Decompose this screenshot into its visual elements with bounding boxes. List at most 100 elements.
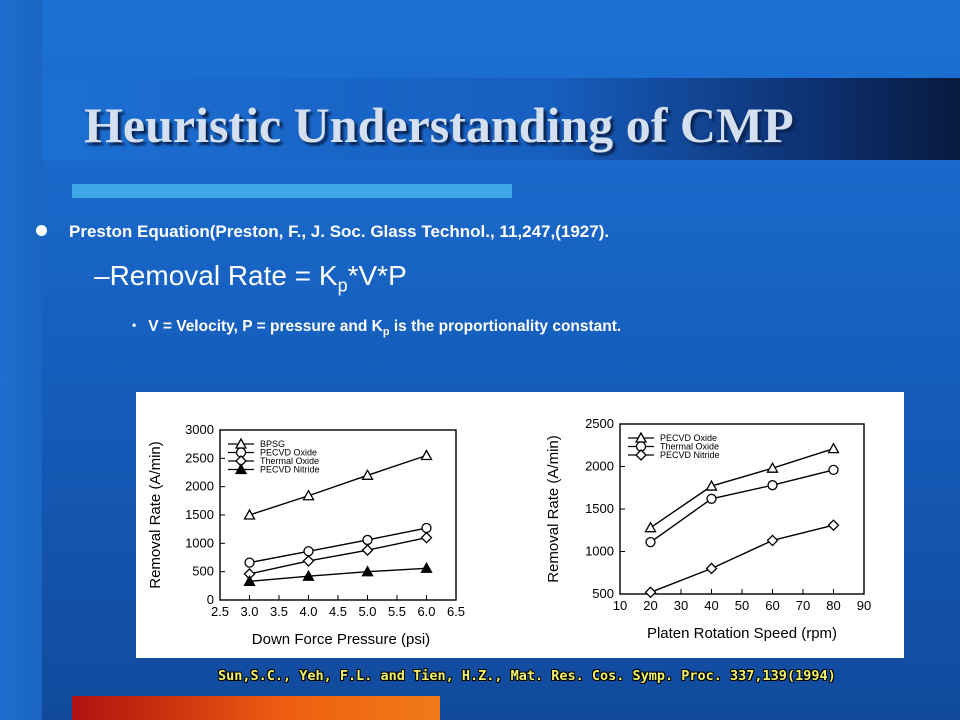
y-axis-label: Removal Rate (A/min): [545, 435, 562, 583]
data-point: [766, 534, 779, 547]
x-tick-label: 5.0: [358, 604, 376, 619]
x-tick-label: 90: [857, 598, 871, 613]
bullet-removal-rate: –Removal Rate = Kp*V*P: [94, 260, 407, 297]
legend-label: BPSG: [260, 439, 285, 449]
data-point: [243, 574, 256, 586]
data-point: [361, 544, 374, 557]
data-point: [420, 449, 433, 461]
y-tick-label: 2000: [185, 479, 214, 494]
data-point: [362, 534, 373, 546]
data-point: [302, 554, 315, 567]
bullet2-prefix: –Removal Rate = K: [94, 260, 338, 291]
series-1: BPSG: [228, 437, 433, 520]
title-bar: [42, 78, 960, 160]
series-line: [650, 469, 834, 543]
data-point: [420, 561, 433, 573]
data-point: [766, 461, 779, 473]
series-1: PECVD Oxide: [628, 431, 840, 533]
x-tick-label: 4.5: [329, 604, 347, 619]
bullet3-prefix: V = Velocity, P = pressure and K: [148, 318, 383, 335]
small-bullet-dot: •: [132, 318, 137, 332]
data-point: [302, 569, 315, 581]
x-tick-label: 30: [674, 598, 688, 613]
slide-title: Heuristic Understanding of CMP: [84, 97, 794, 153]
legend-label: PECVD Oxide: [660, 433, 717, 443]
series-line: [650, 524, 834, 593]
data-point: [361, 565, 374, 577]
bullet3-suffix: is the proportionality constant.: [389, 318, 622, 335]
legend-label: PECVD Nitride: [260, 465, 320, 475]
bullet-definitions: • V = Velocity, P = pressure and Kp is th…: [132, 318, 621, 338]
x-tick-label: 3.0: [240, 604, 258, 619]
x-tick-label: 20: [643, 598, 657, 613]
data-point: [705, 479, 718, 491]
y-tick-label: 3000: [185, 422, 214, 437]
bullet3-sub: p: [382, 326, 390, 339]
series-2: PECVD Oxide: [228, 447, 432, 568]
series-3: Thermal Oxide: [228, 455, 433, 580]
x-tick-label: 40: [704, 598, 718, 613]
x-tick-label: 50: [735, 598, 749, 613]
data-point: [827, 442, 840, 454]
data-point: [420, 531, 433, 544]
bullet2-sub: p: [337, 275, 348, 296]
y-tick-label: 1000: [185, 535, 214, 550]
data-point: [706, 493, 717, 504]
data-point: [244, 557, 255, 568]
y-tick-label: 1500: [185, 507, 214, 522]
data-point: [828, 464, 839, 476]
legend-label: Thermal Oxide: [660, 442, 719, 452]
series-line: [650, 447, 834, 529]
y-tick-label: 1500: [585, 501, 614, 516]
y-axis-label: Removal Rate (A/min): [147, 441, 164, 589]
data-point: [303, 546, 314, 557]
legend-marker: [234, 463, 248, 475]
chart-panel: 0 500 1000 1500 2000 2500 3000 2.5 3.0 3.5 4.0 4.5 5…: [136, 392, 904, 658]
x-tick-label: 3.5: [270, 604, 288, 619]
x-axis-label: Platen Rotation Speed (rpm): [647, 625, 837, 642]
series-line: [249, 527, 427, 564]
x-tick-label: 80: [826, 598, 840, 613]
series-line: [249, 536, 427, 575]
x-tick-label: 2.5: [211, 604, 229, 619]
y-tick-label: 2000: [585, 459, 614, 474]
data-point: [421, 522, 432, 534]
data-point: [644, 586, 657, 599]
plot-frame: [619, 423, 865, 595]
data-point: [705, 562, 718, 575]
x-tick-label: 6.5: [447, 604, 465, 619]
y-tick-label: 500: [592, 586, 614, 601]
legend-label: Thermal Oxide: [260, 456, 319, 466]
series-4: PECVD Nitride: [228, 463, 433, 586]
data-point: [767, 480, 778, 491]
legend-label: PECVD Nitride: [660, 450, 720, 460]
x-tick-label: 70: [796, 598, 810, 613]
legend-marker: [635, 449, 647, 461]
data-point: [302, 489, 315, 501]
series-line: [249, 454, 427, 516]
legend-label: PECVD Oxide: [260, 448, 317, 458]
bullet1-text: Preston Equation(Preston, F., J. Soc. Gl…: [69, 222, 610, 241]
x-tick-label: 5.5: [388, 604, 406, 619]
x-tick-label: 6.0: [417, 604, 435, 619]
bullet-preston-equation: Preston Equation(Preston, F., J. Soc. Gl…: [36, 222, 936, 242]
chart-1: 0 500 1000 1500 2000 2500 3000 2.5 3.0 3.5 4.0 4.5 5…: [147, 422, 465, 648]
charts-svg: 0 500 1000 1500 2000 2500 3000 2.5 3.0 3.5 4.0 4.5 5…: [147, 416, 871, 648]
series-3: PECVD Nitride: [628, 449, 840, 599]
data-point: [644, 521, 657, 533]
series-line: [249, 567, 427, 582]
title-underline: [72, 184, 512, 198]
y-tick-label: 500: [192, 564, 214, 579]
bullet2-suffix: *V*P: [347, 260, 407, 291]
x-tick-label: 10: [613, 598, 627, 613]
chart-2: 500 1000 1500 2000 2500 10 20 30 40 50 60 70 80 90 Pla…: [545, 416, 871, 642]
y-tick-label: 2500: [585, 416, 614, 431]
data-point: [645, 536, 656, 548]
orange-bar: [72, 696, 440, 720]
x-tick-label: 4.0: [299, 604, 317, 619]
left-band: [0, 0, 42, 720]
x-tick-label: 60: [765, 598, 779, 613]
y-tick-label: 0: [207, 592, 214, 607]
bullet-dot: [36, 225, 47, 237]
citation: Sun,S.C., Yeh, F.L. and Tien, H.Z., Mat.…: [218, 668, 836, 684]
